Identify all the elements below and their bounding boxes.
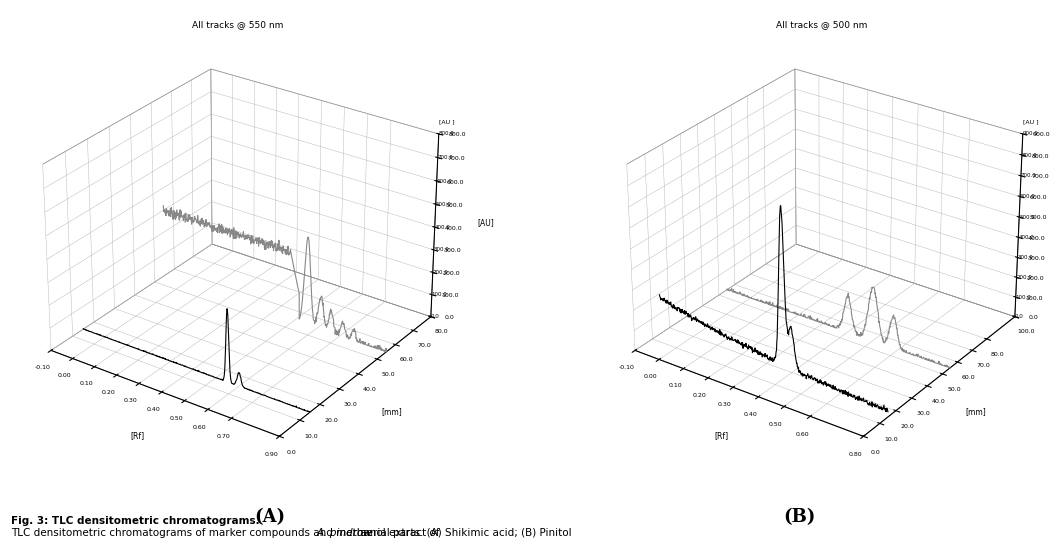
Title: All tracks @ 550 nm: All tracks @ 550 nm: [192, 20, 283, 29]
Text: Fig. 3: TLC densitometric chromatograms.: Fig. 3: TLC densitometric chromatograms.: [11, 516, 259, 526]
Y-axis label: [mm]: [mm]: [965, 407, 986, 416]
Text: A. pindrow: A. pindrow: [317, 528, 372, 538]
Text: aerial parts. (A) Shikimic acid; (B) Pinitol: aerial parts. (A) Shikimic acid; (B) Pin…: [357, 528, 571, 538]
Text: TLC densitometric chromatograms of marker compounds and methanol extract of: TLC densitometric chromatograms of marke…: [11, 528, 443, 538]
X-axis label: [Rf]: [Rf]: [715, 431, 729, 440]
Title: All tracks @ 500 nm: All tracks @ 500 nm: [776, 20, 867, 29]
Text: (A): (A): [254, 508, 286, 526]
Text: (B): (B): [784, 508, 815, 526]
X-axis label: [Rf]: [Rf]: [131, 431, 145, 440]
Y-axis label: [mm]: [mm]: [381, 407, 401, 416]
